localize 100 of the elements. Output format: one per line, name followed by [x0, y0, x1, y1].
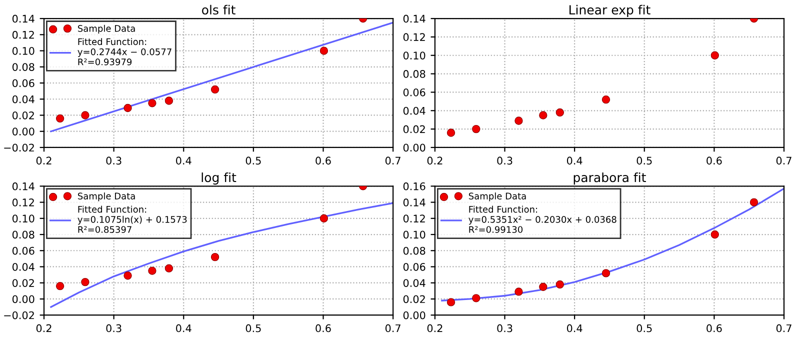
point: [472, 294, 480, 302]
point: [210, 85, 220, 94]
point: [602, 269, 610, 278]
point: [56, 114, 64, 123]
y-tick-label: 0.06: [403, 88, 426, 96]
y-tick-label: 0.02: [403, 125, 425, 134]
legend-label: Fitted Function: y=0.5351x² − 0.2030x + 0.0368 R²=0.99130: [468, 206, 616, 233]
y-tick-label: 0.04: [403, 279, 426, 287]
y-tick-label: 0.08: [12, 230, 34, 239]
x-tick-label: 0.4: [176, 156, 192, 165]
x-tick-label: 0.2: [427, 156, 442, 165]
chart-title: Linear exp fit: [570, 4, 650, 17]
y-tick-label: 0.06: [12, 246, 34, 255]
x-tick-label: 0.7: [385, 324, 400, 332]
chart-title: ols fit: [202, 4, 236, 15]
y-tick-label: 0.12: [403, 214, 425, 222]
x-tick-label: 0.6: [706, 156, 722, 165]
y-tick-label: 0.14: [12, 182, 34, 190]
y-tick-label: 0.10: [403, 230, 426, 239]
x-tick-label: 0.2: [36, 156, 52, 165]
y-tick-label: 0.04: [403, 106, 426, 115]
point: [514, 288, 523, 296]
chart-title: parabora fit: [574, 172, 646, 185]
x-tick-label: 0.6: [706, 324, 722, 332]
y-tick-label: 0.10: [12, 214, 34, 222]
y-tick-label: 0.02: [12, 279, 34, 287]
point: [710, 230, 719, 239]
point: [148, 99, 156, 108]
x-tick-label: 0.5: [246, 156, 261, 165]
y-tick-label: 0.12: [12, 30, 34, 39]
point: [56, 282, 64, 290]
x-tick-label: 0.3: [106, 324, 122, 332]
point: [81, 111, 90, 120]
x-tick-label: 0.4: [176, 324, 192, 332]
x-tick-label: 0.2: [427, 324, 442, 332]
x-tick-label: 0.5: [636, 156, 652, 165]
y-tick-label: 0.14: [12, 14, 34, 23]
y-tick-label: 0.02: [12, 111, 34, 120]
point: [446, 128, 456, 137]
y-tick-label: 0.00: [403, 311, 426, 320]
x-tick-label: 0.3: [106, 156, 122, 165]
point: [320, 46, 328, 55]
legend-label: Sample Data: [78, 192, 135, 202]
x-tick-label: 0.6: [316, 324, 331, 332]
y-tick-label: −0.02: [4, 144, 34, 152]
y-tick-label: 0.10: [403, 52, 426, 60]
point: [210, 252, 220, 262]
y-tick-label: 0.16: [403, 182, 426, 190]
legend-label: Fitted Function: y=0.2744x − 0.0577 R²=0.93979: [78, 38, 172, 66]
point: [124, 272, 132, 280]
x-tick-label: 0.7: [776, 156, 792, 165]
point: [710, 51, 719, 60]
point: [556, 280, 564, 289]
point: [539, 111, 548, 120]
y-tick-label: 0.14: [403, 198, 426, 206]
point: [446, 298, 456, 306]
y-tick-label: 0.06: [403, 262, 426, 271]
y-tick-label: 0.06: [12, 79, 34, 88]
point: [124, 104, 132, 112]
y-tick-label: 0.04: [12, 262, 34, 271]
point: [81, 278, 90, 286]
x-tick-label: 0.5: [636, 324, 652, 332]
y-tick-label: 0.02: [403, 295, 425, 304]
y-tick-label: 0.04: [12, 95, 34, 104]
y-tick-label: −0.02: [4, 311, 34, 320]
y-tick-label: 0.10: [12, 46, 34, 55]
y-tick-label: 0.08: [403, 70, 426, 78]
y-tick-label: 0.08: [12, 63, 34, 71]
y-tick-label: 0.12: [12, 198, 34, 206]
point: [148, 266, 156, 275]
x-tick-label: 0.5: [246, 324, 261, 332]
legend-label: Sample Data: [468, 192, 526, 202]
point: [320, 214, 328, 222]
y-tick-label: 0.00: [12, 128, 34, 136]
x-tick-label: 0.3: [497, 324, 512, 332]
line-series: [50, 202, 394, 308]
point: [539, 282, 548, 291]
line-series: [441, 188, 784, 302]
x-tick-label: 0.2: [36, 324, 52, 332]
x-tick-label: 0.6: [316, 156, 331, 165]
point: [556, 108, 564, 117]
x-tick-label: 0.4: [566, 156, 582, 165]
x-tick-label: 0.7: [385, 156, 400, 165]
legend-label: Fitted Function: y=0.1075ln(x) + 0.1573 R²=0.85397: [78, 206, 187, 233]
point: [472, 124, 480, 134]
y-tick-label: 0.08: [403, 246, 426, 255]
x-tick-label: 0.3: [497, 156, 512, 165]
x-tick-label: 0.7: [776, 324, 792, 332]
point: [164, 96, 174, 105]
y-tick-label: 0.12: [403, 33, 425, 42]
y-tick-label: 0.00: [12, 295, 34, 304]
chart-title: log fit: [202, 172, 236, 185]
point: [602, 96, 610, 104]
point: [514, 116, 523, 125]
y-tick-label: 0.00: [403, 144, 426, 152]
x-tick-label: 0.4: [566, 324, 582, 332]
legend-label: Sample Data: [78, 24, 135, 34]
y-tick-label: 0.14: [403, 14, 426, 23]
point: [750, 198, 758, 206]
point: [164, 264, 174, 272]
